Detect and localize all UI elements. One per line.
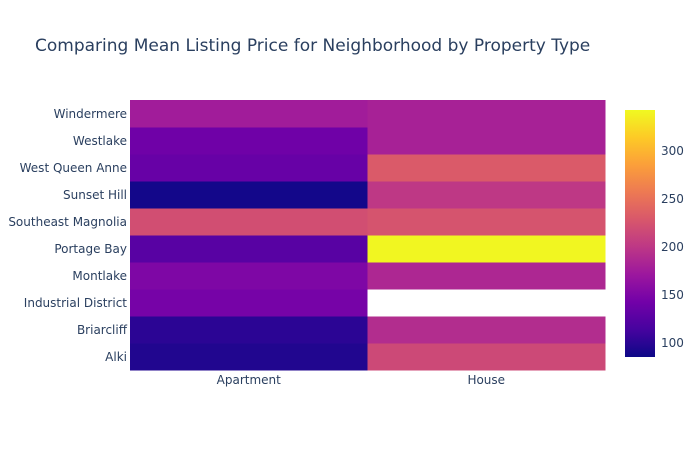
colorbar: 100 150 200 250 300 [625,110,684,357]
heatmap-cell [367,235,606,263]
heatmap-cell [130,100,368,128]
colorbar-tick-label: 200 [661,240,684,254]
chart-title: Comparing Mean Listing Price for Neighbo… [35,36,590,56]
colorbar-tick-label: 300 [661,144,684,158]
heatmap-cell [367,127,606,155]
y-tick-label: Southeast Magnolia [8,215,127,229]
heatmap-cell [130,181,368,209]
heatmap-cell [367,262,606,290]
heatmap-cell [367,289,606,317]
heatmap-cell [130,343,368,371]
heatmap-cell [130,289,368,317]
heatmap-cell [367,343,606,371]
heatmap-cell [130,235,368,263]
heatmap-cell [130,262,368,290]
y-tick-label: Industrial District [24,296,127,310]
heatmap-cell [367,154,606,182]
heatmap-cell [130,154,368,182]
colorbar-tick-label: 150 [661,288,684,302]
heatmap-cell [367,181,606,209]
y-tick-label: Briarcliff [77,323,128,337]
heatmap-cell [130,316,368,344]
y-tick-label: West Queen Anne [20,161,127,175]
y-tick-label: Westlake [73,134,127,148]
y-tick-label: Sunset Hill [63,188,127,202]
heatmap-cell [130,208,368,236]
heatmap-cell [130,127,368,155]
y-axis-labels: Alki Briarcliff Industrial District Montlak… [8,107,127,364]
x-tick-label: House [467,373,505,387]
heatmap-cell [367,208,606,236]
heatmap-cell [367,316,606,344]
colorbar-tick-label: 250 [661,192,684,206]
heatmap-cell [367,100,606,128]
y-tick-label: Alki [105,350,127,364]
y-tick-label: Montlake [72,269,127,283]
x-tick-label: Apartment [217,373,281,387]
x-axis-labels: Apartment House [217,373,505,387]
y-tick-label: Portage Bay [54,242,127,256]
y-tick-label: Windermere [54,107,127,121]
heatmap-cells [130,100,606,371]
colorbar-tick-label: 100 [661,336,684,350]
colorbar-gradient [625,110,655,357]
